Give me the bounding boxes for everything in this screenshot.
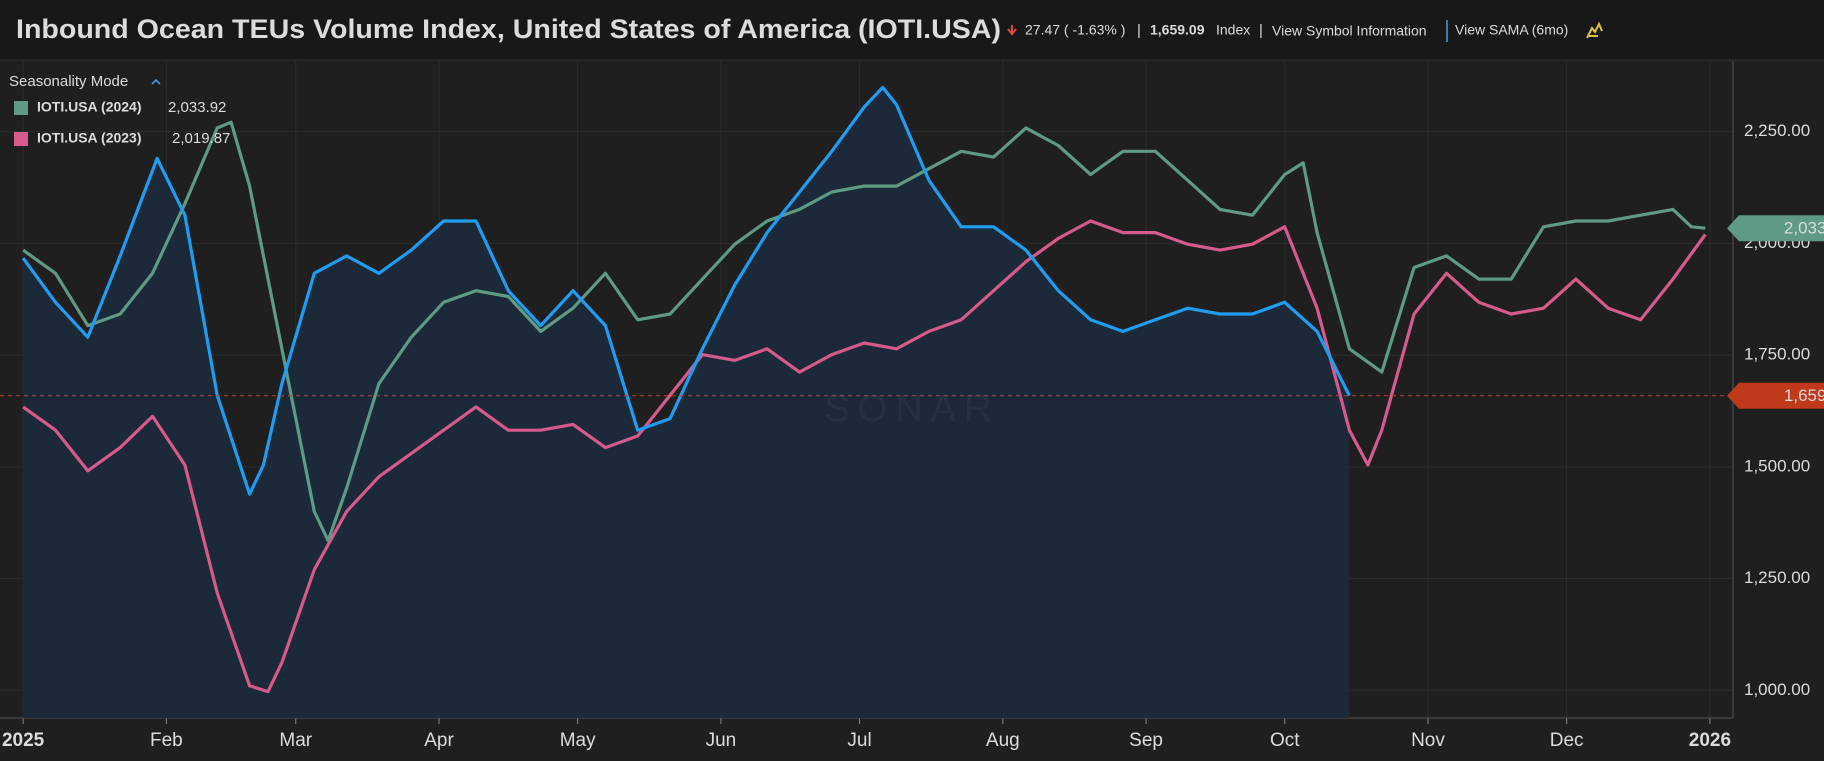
value-tag [1727,382,1824,409]
x-tick-label: Jun [706,730,737,751]
x-tick-label: Apr [424,730,454,751]
line [22,219,1707,694]
x-tick-label: Dec [1550,730,1584,751]
line [22,120,1706,543]
y-tick-label: 1,000.00 [1744,680,1810,699]
x-tick-label: Aug [986,730,1020,751]
legend-swatch [14,101,28,115]
x-tick-label: Nov [1411,730,1445,751]
value-tag-label: 2,033.92 [1784,219,1824,238]
y-tick-label: 1,250.00 [1744,568,1810,587]
legend-swatch [14,132,28,146]
legend-label: IOTI.USA (2023) [37,130,142,146]
down-arrow [1007,25,1017,36]
legend-title[interactable]: Seasonality Mode [9,73,128,90]
legend: IOTI.USA (2024) 2,033.92 IOTI.USA (2023) 2,… [14,99,230,147]
header-last-value: 1,659.09 [1150,22,1205,38]
plot-area: 1,000.001,250.001,500.001,750.002,000.00… [0,61,1824,751]
x-tick-label: 2025 [2,730,45,751]
header-unit: Index [1216,22,1250,38]
legend-value: 2,033.92 [168,99,226,116]
legend-label: IOTI.USA (2024) [37,99,142,115]
x-tick-label: Mar [279,730,312,751]
y-tick-label: 1,500.00 [1744,456,1810,475]
value-tag [1727,215,1824,242]
x-tick-label: Jul [847,730,871,751]
link-sama[interactable]: View SAMA (6mo) [1455,22,1568,38]
x-tick-label: Feb [150,730,183,751]
x-tick-label: Sep [1129,730,1163,751]
chart-title: Inbound Ocean TEUs Volume Index, United … [16,14,1001,44]
legend-value: 2,019.87 [172,130,230,147]
x-tick-label: May [560,730,596,751]
header-bar [0,0,1824,60]
y-tick-label: 1,750.00 [1744,345,1810,364]
x-tick-label: 2026 [1689,730,1731,751]
value-tag-label: 1,659.09 [1784,386,1824,405]
link-symbol-info[interactable]: View Symbol Information [1272,23,1427,39]
sama-icon[interactable] [1586,21,1603,39]
x-tick-label: Oct [1270,730,1300,751]
line [21,85,1351,496]
legend-toggle[interactable] [151,78,161,85]
separator: | [1137,22,1141,39]
price-change: 27.47 ( -1.63% ) [1025,22,1125,38]
separator: | [1259,22,1263,39]
y-tick-label: 2,250.00 [1744,121,1810,140]
